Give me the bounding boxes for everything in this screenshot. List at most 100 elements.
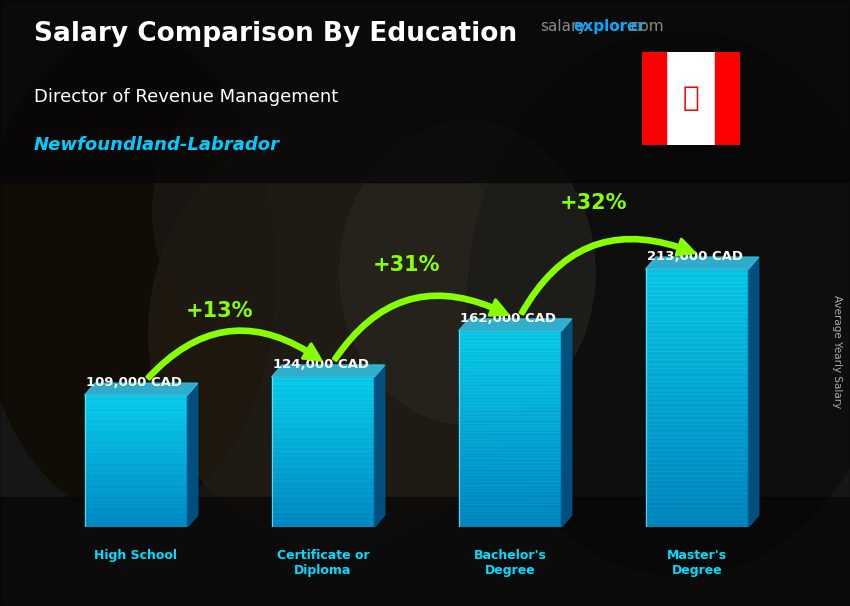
Bar [84, 399, 187, 402]
Bar [271, 494, 374, 497]
Bar [646, 390, 748, 394]
Bar [84, 468, 187, 470]
Bar [646, 484, 748, 488]
Bar [271, 467, 374, 470]
Bar [271, 412, 374, 415]
Bar [84, 492, 187, 494]
Bar [459, 367, 561, 370]
Bar [646, 476, 748, 480]
Bar [271, 387, 374, 390]
Text: Newfoundland-Labrador: Newfoundland-Labrador [34, 136, 280, 155]
Bar [459, 508, 561, 511]
Bar [84, 428, 187, 430]
Bar [84, 507, 187, 510]
Bar [84, 441, 187, 444]
Bar [84, 505, 187, 507]
Bar [646, 501, 748, 505]
Bar [646, 333, 748, 338]
Bar [646, 342, 748, 347]
Bar [459, 504, 561, 508]
Bar [646, 321, 748, 325]
Bar [271, 517, 374, 520]
Bar [459, 350, 561, 354]
Bar [646, 493, 748, 497]
Bar [271, 500, 374, 502]
Bar [271, 487, 374, 490]
Bar [459, 403, 561, 406]
Bar [646, 394, 748, 398]
Bar [459, 357, 561, 361]
Bar [84, 395, 187, 398]
Bar [646, 428, 748, 433]
Bar [646, 359, 748, 364]
Bar [459, 471, 561, 475]
Bar [84, 516, 187, 518]
Bar [271, 417, 374, 419]
Bar [646, 398, 748, 402]
Bar [271, 510, 374, 512]
Ellipse shape [153, 91, 323, 333]
Bar [271, 397, 374, 399]
Bar [84, 512, 187, 514]
Bar [271, 497, 374, 500]
Bar [84, 459, 187, 461]
Bar [646, 282, 748, 286]
Bar [271, 470, 374, 472]
Bar [271, 505, 374, 507]
Bar [459, 436, 561, 439]
Bar [84, 426, 187, 428]
Bar [646, 433, 748, 437]
Bar [84, 417, 187, 419]
Bar [271, 399, 374, 402]
Bar [459, 524, 561, 527]
Bar [84, 448, 187, 450]
FancyArrowPatch shape [333, 294, 507, 361]
Bar [84, 523, 187, 525]
Bar [459, 419, 561, 422]
Bar [84, 474, 187, 476]
Bar [271, 430, 374, 432]
Bar [646, 286, 748, 291]
Bar [84, 518, 187, 521]
Bar [84, 503, 187, 505]
Bar [271, 477, 374, 479]
Bar [459, 341, 561, 344]
Bar [271, 492, 374, 494]
Bar [271, 452, 374, 454]
Bar [459, 390, 561, 393]
Bar [646, 467, 748, 471]
Bar [271, 447, 374, 450]
Bar [459, 393, 561, 396]
Bar [271, 520, 374, 522]
Bar [459, 383, 561, 387]
Bar [646, 523, 748, 527]
Bar [271, 437, 374, 439]
Bar [459, 361, 561, 364]
Bar [84, 470, 187, 472]
FancyArrowPatch shape [147, 329, 320, 379]
Bar [646, 471, 748, 476]
Text: Director of Revenue Management: Director of Revenue Management [34, 88, 338, 106]
Bar [459, 481, 561, 485]
Bar [459, 347, 561, 350]
Text: 🍁: 🍁 [683, 84, 699, 113]
Bar [271, 407, 374, 410]
Bar [271, 419, 374, 422]
Bar [84, 454, 187, 457]
Bar [84, 446, 187, 448]
Bar [271, 377, 374, 379]
Bar [271, 522, 374, 525]
Bar [84, 439, 187, 441]
Bar [271, 415, 374, 417]
Bar [459, 491, 561, 494]
Bar [459, 501, 561, 504]
Bar [646, 505, 748, 510]
Bar [459, 334, 561, 338]
Bar [271, 490, 374, 492]
Bar [84, 499, 187, 501]
Bar [271, 525, 374, 527]
Bar [84, 430, 187, 433]
Bar [271, 514, 374, 517]
Bar [646, 269, 748, 273]
Bar [84, 465, 187, 468]
